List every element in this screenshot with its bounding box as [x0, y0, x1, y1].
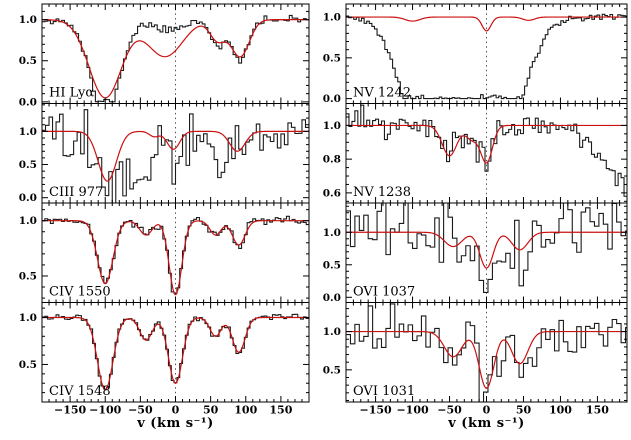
x-tick-label: 100 [549, 404, 572, 417]
data-histogram [346, 203, 627, 294]
x-tick-label: −100 [89, 404, 122, 417]
model-curve [346, 330, 627, 389]
panel-ciii-977: 0.0 0.5 1.0 CIII 977 [19, 103, 310, 204]
panel-label: HI Lyα [49, 86, 94, 101]
y-tick-label: 1.0 [19, 215, 37, 227]
panel-civ-1548: 0.5 1.0 −150 −100 −50 0 50 100 150 CIV 1548 [19, 302, 310, 417]
panel-label: OVI 1031 [353, 384, 415, 399]
x-tick-label: 0 [483, 404, 491, 417]
x-tick-label: −150 [54, 404, 87, 417]
x-tick-label: 150 [269, 404, 292, 417]
y-tick-label: 0.5 [19, 159, 37, 171]
x-tick-label: −50 [128, 404, 153, 417]
panel-label: NV 1238 [353, 185, 411, 200]
x-tick-label: 50 [203, 404, 219, 417]
y-tick-label: 0.0 [323, 93, 341, 105]
y-tick-label: 0.5 [323, 259, 341, 271]
data-histogram [346, 104, 627, 198]
y-tick-label: 1.0 [19, 126, 37, 138]
panel-civ-1550: 0.5 1.0 CIV 1550 [19, 202, 310, 303]
x-axis-title-right: v (km s⁻¹) [448, 416, 525, 431]
panel-nv-1238: 0.6 0.8 1.0 NV 1238 [323, 103, 628, 204]
x-tick-label: −150 [359, 404, 392, 417]
y-tick-label: 0.5 [19, 55, 37, 67]
y-tick-label: 0.0 [323, 292, 341, 304]
y-tick-label: 0.0 [19, 96, 37, 108]
panel-hi-lya: 0.0 0.5 1.0 HI Lyα [19, 3, 310, 108]
model-curve [42, 220, 309, 296]
model-curve [346, 16, 627, 32]
model-curve [346, 231, 627, 269]
model-curve [42, 130, 309, 182]
y-tick-label: 1.0 [323, 12, 341, 24]
y-tick-label: 1.0 [323, 326, 341, 338]
panel-label: CIII 977 [49, 185, 103, 200]
model-curve [42, 316, 309, 391]
y-tick-label: 0.0 [19, 192, 37, 204]
panel-label: CIV 1548 [49, 384, 111, 399]
model-curve [42, 19, 309, 99]
x-tick-label: 150 [586, 404, 609, 417]
x-tick-label: −100 [396, 404, 429, 417]
y-tick-label: 0.6 [323, 187, 341, 199]
y-tick-label: 1.0 [323, 120, 341, 132]
x-axis-title-left: v (km s⁻¹) [137, 416, 214, 431]
data-histogram [346, 303, 627, 402]
x-tick-label: 0 [172, 404, 180, 417]
panel-label: NV 1242 [353, 86, 411, 101]
x-tick-label: 100 [234, 404, 257, 417]
panel-nv-1242: 0.0 0.5 1.0 NV 1242 [323, 3, 628, 105]
y-tick-label: 1.0 [323, 227, 341, 239]
x-tick-label: −50 [437, 404, 462, 417]
panel-ovi-1037: 0.0 0.5 1.0 OVI 1037 [323, 202, 628, 304]
x-tick-label: 50 [516, 404, 532, 417]
panel-ovi-1031: 0.5 1.0 −150 −100 −50 0 50 100 150 OVI 1031 [323, 302, 628, 417]
data-histogram [42, 109, 309, 203]
y-tick-label: 0.5 [19, 359, 37, 371]
y-tick-label: 0.5 [19, 270, 37, 282]
model-curve [346, 124, 627, 164]
panel-label: CIV 1550 [49, 285, 111, 300]
y-tick-label: 0.5 [323, 52, 341, 64]
data-histogram [346, 13, 627, 100]
y-tick-label: 1.0 [19, 14, 37, 26]
y-tick-label: 0.8 [323, 154, 341, 166]
y-tick-label: 1.0 [19, 312, 37, 324]
y-tick-label: 0.5 [323, 364, 341, 376]
panel-label: OVI 1037 [353, 285, 415, 300]
